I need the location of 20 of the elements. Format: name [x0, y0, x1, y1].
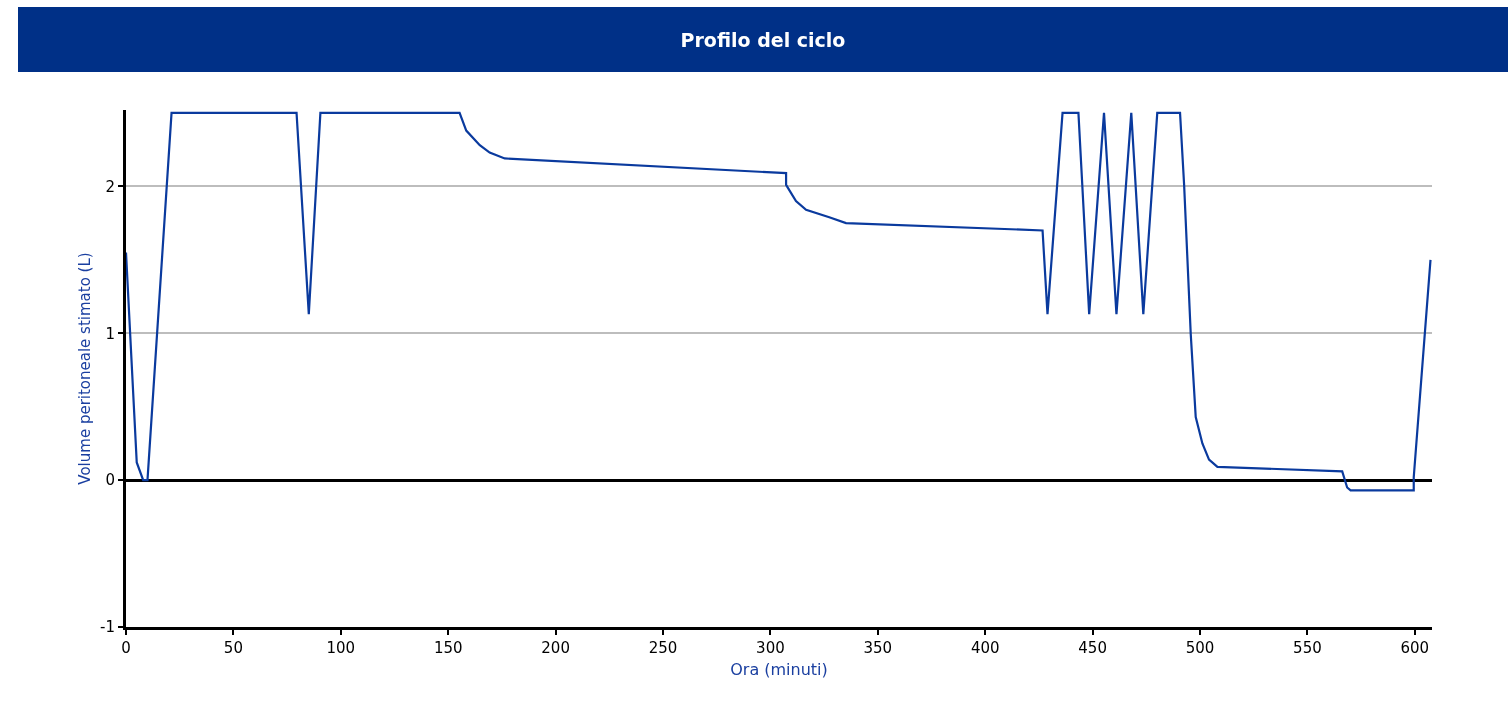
x-tick-label: 350 [863, 639, 893, 657]
y-tick-label: 1 [105, 324, 115, 343]
x-tick-label: 600 [1400, 639, 1430, 657]
x-tick-label: 550 [1293, 639, 1322, 657]
x-tick-label: 300 [756, 639, 785, 657]
y-tick-label: 2 [105, 177, 115, 196]
x-tick-label: 450 [1078, 639, 1107, 657]
y-tick-label: 0 [105, 471, 115, 490]
x-tick-label: 400 [970, 639, 1000, 657]
x-tick-label: 50 [223, 639, 243, 657]
y-tick-label: -1 [100, 618, 115, 637]
y-axis-title: Volume peritoneale stimato (L) [76, 252, 95, 485]
chart-title: Profilo del ciclo [680, 28, 846, 51]
x-tick-label: 250 [648, 639, 678, 657]
x-tick-label: 500 [1185, 639, 1215, 657]
x-tick-label: 200 [541, 639, 570, 657]
x-tick-label: 100 [326, 639, 356, 657]
x-axis-title: Ora (minuti) [730, 659, 828, 679]
x-tick-label: 0 [121, 639, 131, 657]
x-tick-label: 150 [433, 639, 463, 657]
